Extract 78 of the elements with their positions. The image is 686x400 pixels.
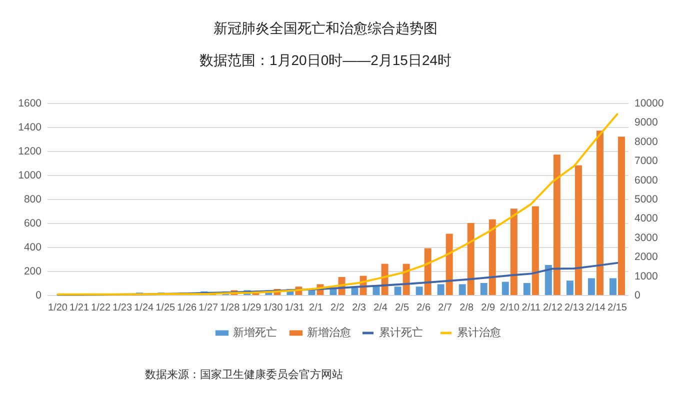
x-tick-label: 1/28 xyxy=(220,302,240,314)
x-tick-label: 1/30 xyxy=(263,302,284,314)
line-series xyxy=(56,113,618,296)
bar xyxy=(394,286,402,295)
bar xyxy=(544,265,552,295)
source-note: 数据来源：国家卫生健康委员会官方网站 xyxy=(145,368,343,381)
x-tick-label: 2/10 xyxy=(500,302,520,314)
bar xyxy=(446,234,453,295)
y-tick-label: 1200 xyxy=(18,146,42,158)
x-tick-label: 1/24 xyxy=(134,302,154,314)
y2-tick-label: 8000 xyxy=(634,136,658,148)
y2-tick-label: 5000 xyxy=(634,194,658,206)
y2-tick-label: 7000 xyxy=(634,155,658,168)
y-tick-label: 1600 xyxy=(18,98,42,110)
bar xyxy=(480,283,488,295)
y2-tick-label: 6000 xyxy=(634,174,658,186)
x-tick-label: 1/20 xyxy=(48,302,68,314)
x-tick-label: 2/3 xyxy=(352,302,366,314)
x-tick-label: 2/7 xyxy=(438,302,452,314)
bar xyxy=(566,280,574,295)
bar xyxy=(510,208,518,295)
y-tick-label: 400 xyxy=(24,242,42,254)
x-tick-label: 1/29 xyxy=(242,302,262,314)
y-tick-label: 1400 xyxy=(18,122,42,134)
x-tick-label: 1/27 xyxy=(198,302,219,314)
y2-tick-label: 10000 xyxy=(634,98,664,110)
bar xyxy=(553,154,560,295)
x-tick-label: 1/22 xyxy=(91,302,111,314)
bar xyxy=(588,278,595,295)
x-tick-label: 2/2 xyxy=(330,302,345,314)
bar xyxy=(532,206,539,295)
y-tick-label: 800 xyxy=(24,194,42,206)
legend-label: 新增死亡 xyxy=(233,326,277,339)
x-tick-label: 1/23 xyxy=(112,302,132,314)
x-tick-label: 2/14 xyxy=(586,302,606,314)
x-tick-label: 2/15 xyxy=(608,302,628,314)
x-tick-label: 2/11 xyxy=(522,302,541,314)
legend-label: 累计治愈 xyxy=(457,326,501,339)
y2-tick-label: 2000 xyxy=(634,251,658,264)
y-tick-label: 200 xyxy=(24,266,42,278)
x-tick-label: 2/9 xyxy=(481,302,496,314)
x-tick-label: 2/4 xyxy=(374,302,388,314)
x-tick-label: 2/1 xyxy=(309,302,324,314)
x-tick-label: 1/25 xyxy=(156,302,176,314)
x-tick-label: 2/13 xyxy=(564,302,584,314)
x-tick-label: 1/21 xyxy=(70,302,90,314)
bar xyxy=(523,283,530,295)
y-tick-label: 0 xyxy=(36,290,42,302)
bar xyxy=(458,284,466,295)
x-tick-label: 2/5 xyxy=(395,302,410,314)
x-tick-label: 2/8 xyxy=(460,302,474,314)
chart-subtitle: 数据范围：1月20日0时——2月15日24时 xyxy=(199,52,452,68)
x-tick-label: 1/26 xyxy=(177,302,198,314)
y2-tick-label: 9000 xyxy=(634,116,658,129)
bar xyxy=(609,278,616,295)
y-tick-label: 600 xyxy=(24,218,42,230)
x-tick-label: 2/6 xyxy=(416,302,431,314)
y2-tick-label: 3000 xyxy=(634,232,658,244)
bar xyxy=(574,165,582,295)
bar xyxy=(467,223,474,295)
legend-label: 累计死亡 xyxy=(379,326,423,339)
bar xyxy=(372,286,380,295)
bar xyxy=(351,288,358,295)
bar xyxy=(618,136,625,295)
bar xyxy=(488,219,496,295)
bar xyxy=(502,282,509,295)
bar xyxy=(416,286,423,295)
y2-tick-label: 4000 xyxy=(634,212,658,225)
bar xyxy=(437,284,444,295)
y2-tick-label: 0 xyxy=(634,290,640,302)
bar xyxy=(596,130,604,295)
y-tick-label: 1000 xyxy=(18,170,42,182)
x-tick-label: 1/31 xyxy=(284,302,305,314)
x-tick-label: 2/12 xyxy=(542,302,563,314)
legend-label: 新增治愈 xyxy=(307,326,351,339)
y2-tick-label: 1000 xyxy=(634,270,658,282)
bar xyxy=(424,248,432,295)
chart-title: 新冠肺炎全国死亡和治愈综合趋势图 xyxy=(214,20,438,36)
